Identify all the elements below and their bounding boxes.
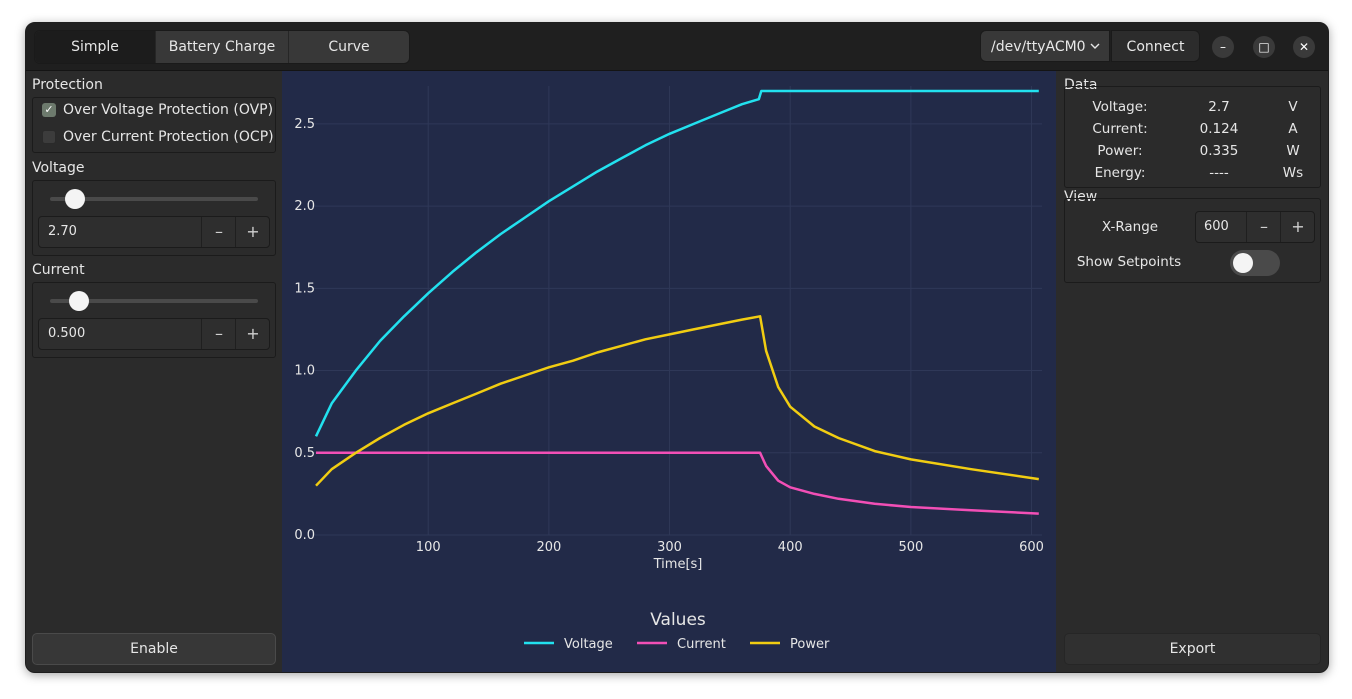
- legend-label: Power: [790, 637, 830, 652]
- data-value-cell: 0.124: [1199, 121, 1239, 137]
- data-unit-cell: V: [1288, 99, 1298, 115]
- show-setpoints-label: Show Setpoints: [1076, 254, 1182, 270]
- export-button[interactable]: Export: [1064, 633, 1321, 665]
- current-increment-button[interactable]: +: [235, 319, 270, 349]
- data-unit-cell: W: [1286, 143, 1300, 159]
- current-slider[interactable]: [50, 299, 258, 303]
- y-tick-label: 2.5: [294, 117, 315, 132]
- data-name-cell: Energy:: [1094, 165, 1146, 181]
- legend-label: Voltage: [564, 637, 613, 652]
- voltage-increment-button[interactable]: +: [235, 217, 270, 247]
- control-panel: Protection ✓ Over Voltage Protection (OV…: [26, 71, 281, 672]
- series-line-current: [316, 451, 1039, 515]
- series-line-voltage: [314, 89, 1039, 437]
- x-tick-label: 400: [778, 540, 803, 555]
- data-value-cell: 2.7: [1208, 99, 1230, 115]
- legend-item-current[interactable]: Current: [637, 637, 726, 652]
- ocp-label: Over Current Protection (OCP): [63, 129, 274, 145]
- data-name-cell: Current:: [1092, 121, 1148, 137]
- x-tick-label: 600: [1019, 540, 1044, 555]
- y-tick-label: 1.0: [294, 364, 315, 379]
- xrange-spinbox: 600 – +: [1195, 211, 1315, 243]
- voltage-slider[interactable]: [50, 197, 258, 201]
- voltage-decrement-button[interactable]: –: [201, 217, 236, 247]
- app-window: Simple Battery Charge Curve /dev/ttyACM0…: [25, 22, 1329, 673]
- chart-area[interactable]: 100 200 300 400 500 600 0.0 0.5 1.0 1.5 2.0 2.5 Tim…: [282, 71, 1056, 672]
- checkbox-empty-icon: [42, 130, 56, 144]
- voltage-input[interactable]: 2.70: [48, 224, 77, 239]
- ovp-checkbox[interactable]: ✓ Over Voltage Protection (OVP): [42, 102, 273, 118]
- y-tick-label: 0.5: [294, 446, 315, 461]
- line-chart: 100 200 300 400 500 600 0.0 0.5 1.0 1.5 2.0 2.5 Tim…: [294, 86, 1044, 652]
- data-name-cell: Power:: [1097, 143, 1143, 159]
- enable-button[interactable]: Enable: [32, 633, 276, 665]
- tab-simple[interactable]: Simple: [35, 31, 156, 63]
- xrange-decrement-button[interactable]: –: [1246, 212, 1281, 242]
- view-tabs: Simple Battery Charge Curve: [34, 30, 410, 64]
- data-value-cell: 0.335: [1199, 143, 1239, 159]
- xrange-label: X-Range: [1101, 219, 1159, 235]
- tab-curve[interactable]: Curve: [328, 39, 370, 55]
- y-tick-label: 1.5: [294, 281, 315, 296]
- current-group: [32, 282, 276, 358]
- voltage-slider-handle[interactable]: [64, 189, 85, 209]
- current-input[interactable]: 0.500: [48, 326, 86, 341]
- current-decrement-button[interactable]: –: [201, 319, 236, 349]
- tab-battery-charge[interactable]: Battery Charge: [156, 31, 289, 63]
- data-unit-cell: A: [1288, 121, 1298, 137]
- data-group: [1064, 86, 1321, 188]
- xrange-input[interactable]: 600: [1204, 219, 1229, 234]
- x-tick-label: 100: [416, 540, 441, 555]
- checkmark-icon: ✓: [42, 103, 56, 117]
- minimize-icon[interactable]: –: [1212, 36, 1234, 58]
- x-axis-label: Time[s]: [653, 557, 703, 572]
- toggle-knob: [1233, 253, 1253, 273]
- voltage-title: Voltage: [32, 160, 85, 176]
- header-bar: Simple Battery Charge Curve /dev/ttyACM0…: [26, 23, 1328, 71]
- legend-title: Values: [650, 610, 706, 630]
- close-icon[interactable]: ✕: [1293, 36, 1315, 58]
- data-unit-cell: Ws: [1282, 165, 1304, 181]
- view-title: View: [1064, 189, 1098, 205]
- data-name-cell: Voltage:: [1092, 99, 1148, 115]
- xrange-increment-button[interactable]: +: [1280, 212, 1315, 242]
- protection-group: [32, 97, 276, 153]
- x-tick-label: 300: [657, 540, 682, 555]
- legend-label: Current: [677, 637, 726, 652]
- voltage-spinbox: 2.70 – +: [38, 216, 270, 248]
- port-dropdown[interactable]: /dev/ttyACM0: [980, 30, 1110, 62]
- data-value-cell: ----: [1209, 165, 1229, 181]
- view-group: [1064, 198, 1321, 283]
- maximize-icon[interactable]: □: [1253, 36, 1275, 58]
- data-title: Data: [1064, 77, 1098, 93]
- y-tick-label: 2.0: [294, 199, 315, 214]
- show-setpoints-toggle[interactable]: [1230, 250, 1280, 276]
- x-tick-label: 200: [536, 540, 561, 555]
- legend-item-power[interactable]: Power: [750, 637, 830, 652]
- chevron-down-icon: [1089, 31, 1101, 73]
- protection-title: Protection: [32, 77, 103, 93]
- port-selected-value: /dev/ttyACM0: [991, 39, 1086, 55]
- current-spinbox: 0.500 – +: [38, 318, 270, 350]
- connect-button[interactable]: Connect: [1111, 30, 1200, 62]
- current-slider-handle[interactable]: [68, 291, 89, 311]
- y-tick-label: 0.0: [294, 528, 315, 543]
- current-title: Current: [32, 262, 85, 278]
- legend-item-voltage[interactable]: Voltage: [524, 637, 613, 652]
- voltage-group: [32, 180, 276, 256]
- ovp-label: Over Voltage Protection (OVP): [63, 102, 274, 118]
- x-tick-label: 500: [898, 540, 923, 555]
- ocp-checkbox[interactable]: Over Current Protection (OCP): [42, 129, 274, 145]
- series-line-power: [315, 315, 1039, 487]
- info-panel: Data Voltage: 2.7 V Current: 0.124 A Power: 0.3…: [1058, 71, 1328, 672]
